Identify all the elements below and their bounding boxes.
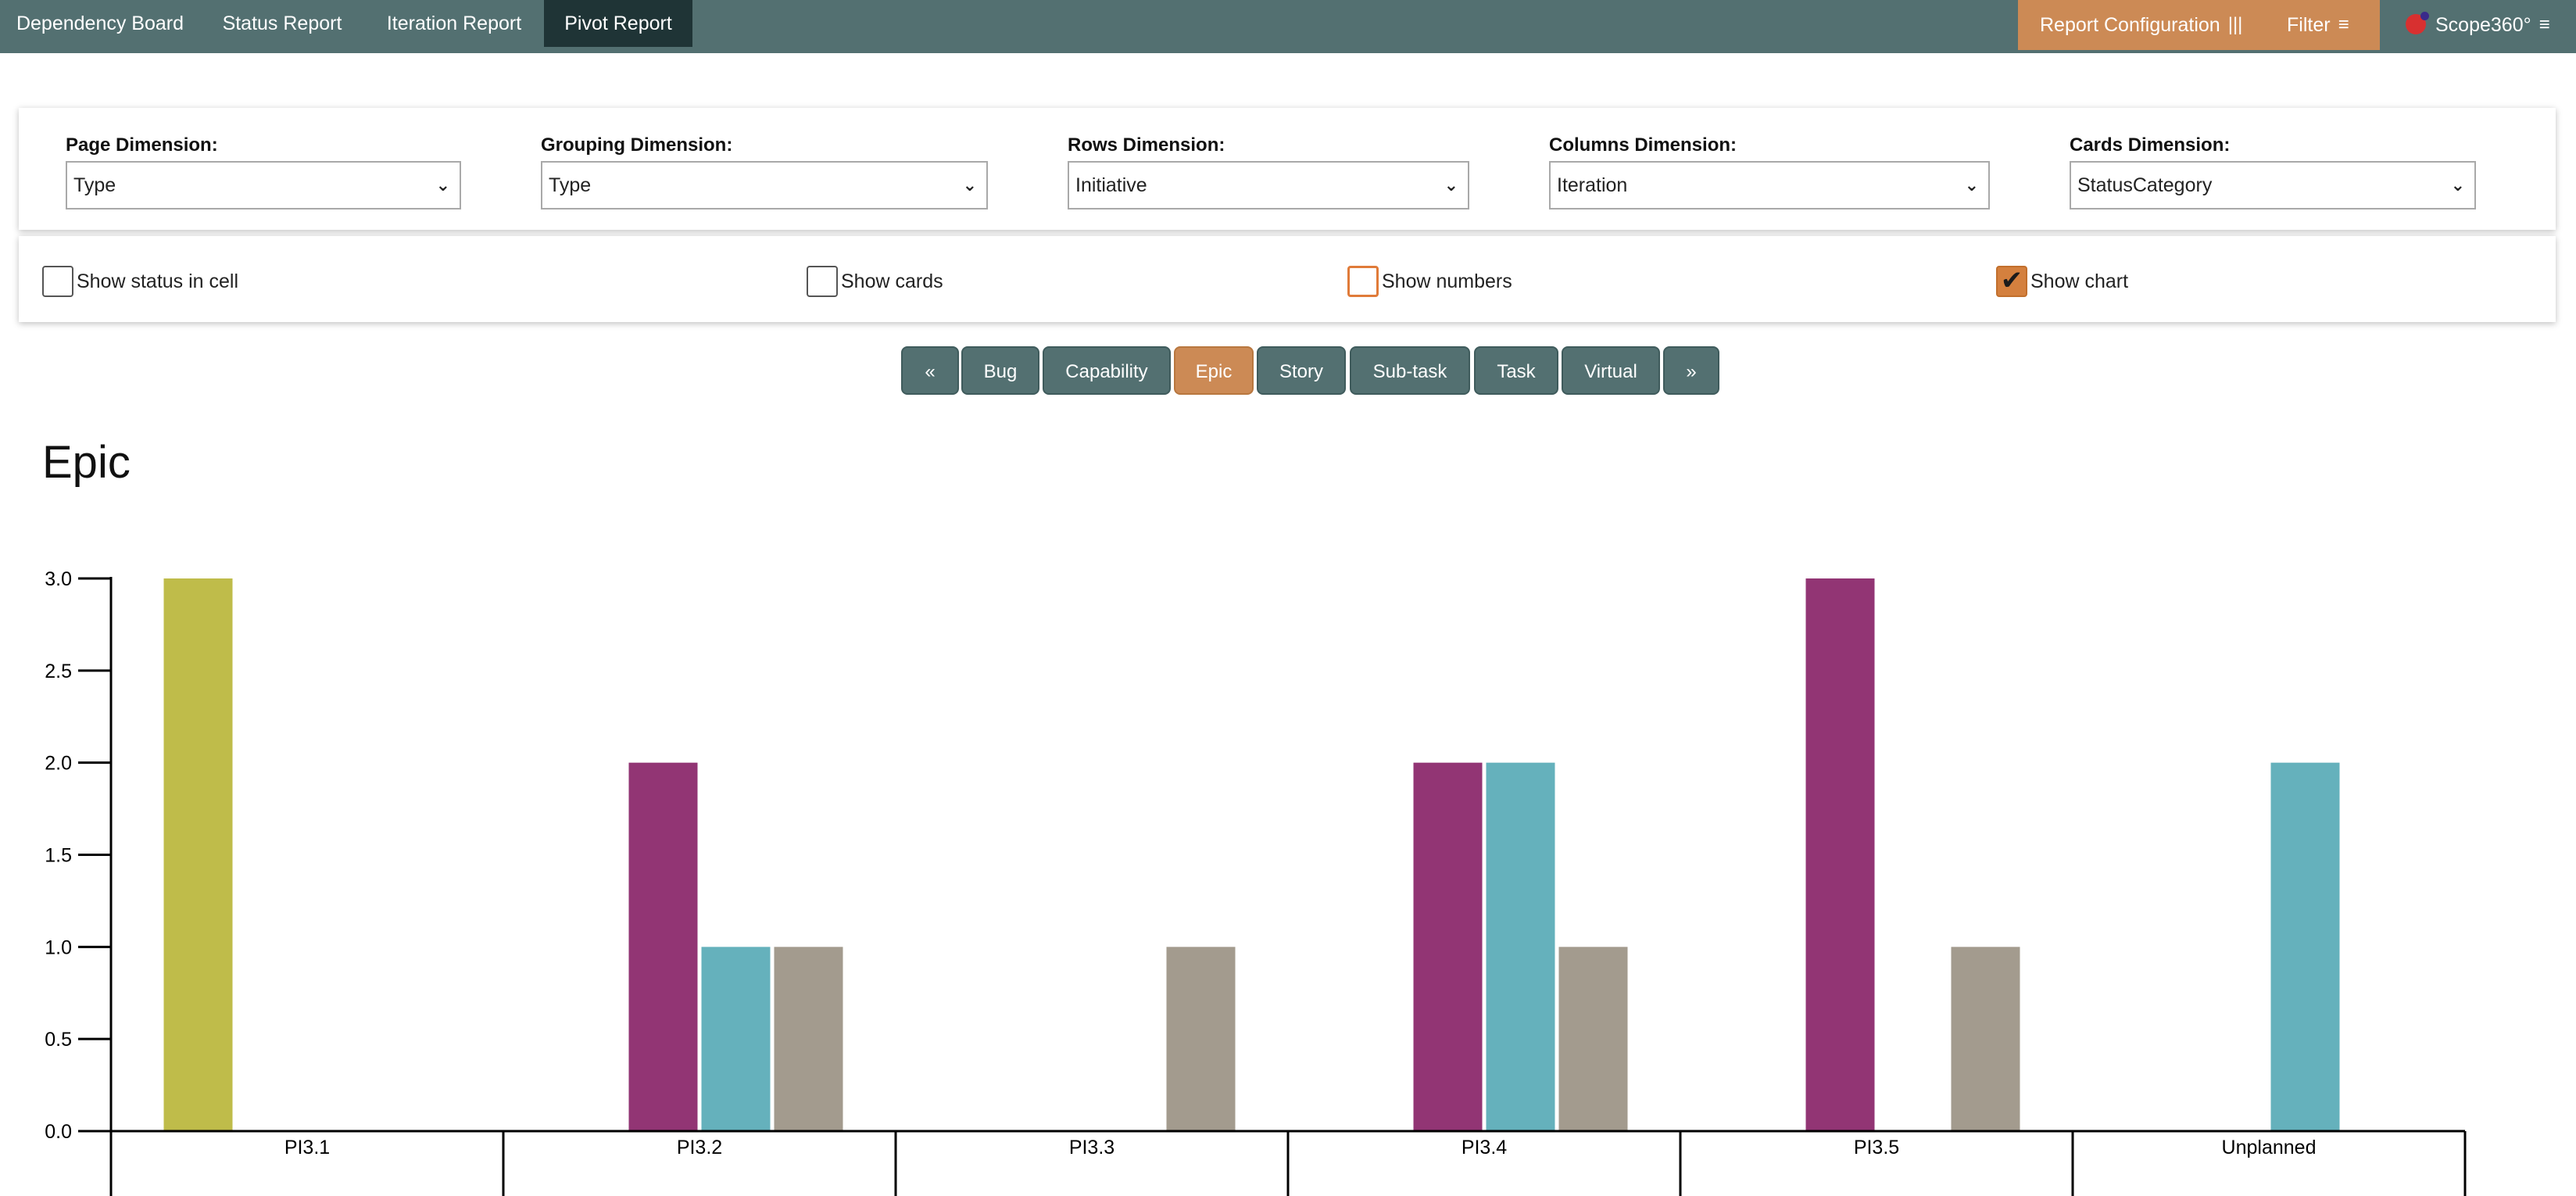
page-dimension-label: Page Dimension: [66, 134, 218, 156]
x-tick-label: PI3.5 [1854, 1137, 1899, 1158]
y-tick-label: 2.0 [45, 753, 72, 775]
y-tick-label: 3.0 [45, 568, 72, 590]
chevron-down-icon: ⌄ [2450, 175, 2465, 195]
report-configuration-button[interactable]: Report Configuration ||| [2040, 0, 2242, 50]
hamburger-icon: ≡ [2338, 14, 2349, 35]
rows-dimension-value: Initiative [1075, 174, 1147, 196]
brand-label: Scope360° [2435, 14, 2531, 36]
chevron-down-icon: ⌄ [1444, 175, 1458, 195]
grouping-dimension-label: Grouping Dimension: [541, 134, 733, 156]
filter-button[interactable]: Filter ≡ [2287, 0, 2349, 50]
brand-menu-button[interactable]: Scope360° ≡ [2406, 0, 2550, 50]
chart-bar [1805, 578, 1875, 1131]
x-tick-label: PI3.1 [284, 1137, 330, 1158]
tab-dependency-board[interactable]: Dependency Board [16, 13, 184, 34]
chart-bar [774, 947, 843, 1131]
show-cards-checkbox[interactable] [807, 266, 838, 297]
pager-capability-button[interactable]: Capability [1043, 346, 1171, 395]
y-tick-label: 2.5 [45, 661, 72, 682]
x-tick-label: Unplanned [2222, 1137, 2317, 1158]
rows-dimension-label: Rows Dimension: [1068, 134, 1225, 156]
top-nav-bar: Dependency Board Status Report Iteration… [0, 0, 2576, 53]
x-tick-label: PI3.2 [677, 1137, 722, 1158]
grouping-dimension-value: Type [549, 174, 592, 196]
pager-epic-button[interactable]: Epic [1174, 346, 1254, 395]
y-tick-label: 0.0 [45, 1121, 72, 1143]
cards-dimension-label: Cards Dimension: [2070, 134, 2231, 156]
chevron-down-icon: ⌄ [962, 175, 977, 195]
chart-bar [1486, 762, 1555, 1131]
page-dimension-select[interactable]: Type ⌄ [66, 161, 461, 209]
pager-next-button[interactable]: » [1663, 346, 1719, 395]
columns-dimension-select[interactable]: Iteration ⌄ [1549, 161, 1990, 209]
pager-bug-button[interactable]: Bug [961, 346, 1039, 395]
y-tick-label: 0.5 [45, 1029, 72, 1051]
chart-bar [1413, 762, 1483, 1131]
columns-dimension-group: Columns Dimension: Iteration ⌄ [1549, 134, 1990, 209]
cards-dimension-group: Cards Dimension: StatusCategory ⌄ [2070, 134, 2476, 209]
filter-label: Filter [2287, 14, 2331, 36]
chart-bar [1558, 947, 1628, 1131]
show-numbers-checkbox[interactable] [1347, 266, 1379, 297]
chart-bar [2270, 762, 2340, 1131]
grouping-dimension-select[interactable]: Type ⌄ [541, 161, 988, 209]
x-tick-label: PI3.4 [1462, 1137, 1507, 1158]
pager-subtask-button[interactable]: Sub-task [1350, 346, 1470, 395]
columns-dimension-value: Iteration [1557, 174, 1628, 196]
rows-dimension-select[interactable]: Initiative ⌄ [1068, 161, 1469, 209]
pager-prev-button[interactable]: « [901, 346, 959, 395]
chevron-down-icon: ⌄ [1964, 175, 1979, 195]
grouping-dimension-group: Grouping Dimension: Type ⌄ [541, 134, 988, 209]
cards-dimension-select[interactable]: StatusCategory ⌄ [2070, 161, 2476, 209]
y-tick-label: 1.5 [45, 845, 72, 867]
show-status-label: Show status in cell [77, 270, 239, 292]
chart-bar [628, 762, 698, 1131]
tab-pivot-report[interactable]: Pivot Report [544, 0, 692, 47]
rows-dimension-group: Rows Dimension: Initiative ⌄ [1068, 134, 1469, 209]
chart-bar [1166, 947, 1236, 1131]
pager-virtual-button[interactable]: Virtual [1562, 346, 1660, 395]
pager-story-button[interactable]: Story [1257, 346, 1346, 395]
pager-task-button[interactable]: Task [1474, 346, 1558, 395]
scope360-logo-icon [2406, 12, 2429, 35]
chart-bar [1951, 947, 2020, 1131]
page-dimension-value: Type [73, 174, 116, 196]
menu-icon: ≡ [2538, 14, 2550, 35]
tab-status-report[interactable]: Status Report [222, 13, 342, 34]
dimension-panel: Page Dimension: Type ⌄ Grouping Dimensio… [19, 108, 2556, 230]
checkmark-icon: ✔ [2000, 266, 2023, 295]
columns-icon: ||| [2227, 14, 2243, 35]
chevron-down-icon: ⌄ [435, 175, 450, 195]
show-chart-label: Show chart [2030, 270, 2129, 292]
page-dimension-group: Page Dimension: Type ⌄ [66, 134, 461, 209]
cards-dimension-value: StatusCategory [2077, 174, 2213, 196]
display-options-panel: Show status in cell Show cards Show numb… [19, 236, 2556, 322]
report-configuration-label: Report Configuration [2040, 14, 2220, 36]
columns-dimension-label: Columns Dimension: [1549, 134, 1737, 156]
chart-title: Epic [42, 437, 131, 488]
config-filter-group [2018, 0, 2380, 50]
chart-bar [163, 578, 233, 1131]
show-cards-label: Show cards [841, 270, 943, 292]
chart-bar [701, 947, 771, 1131]
show-chart-checkbox[interactable]: ✔ [1996, 266, 2027, 297]
x-tick-label: PI3.3 [1069, 1137, 1114, 1158]
y-tick-label: 1.0 [45, 936, 72, 958]
tab-iteration-report[interactable]: Iteration Report [386, 13, 522, 34]
show-status-checkbox[interactable] [42, 266, 73, 297]
show-numbers-label: Show numbers [1382, 270, 1512, 292]
